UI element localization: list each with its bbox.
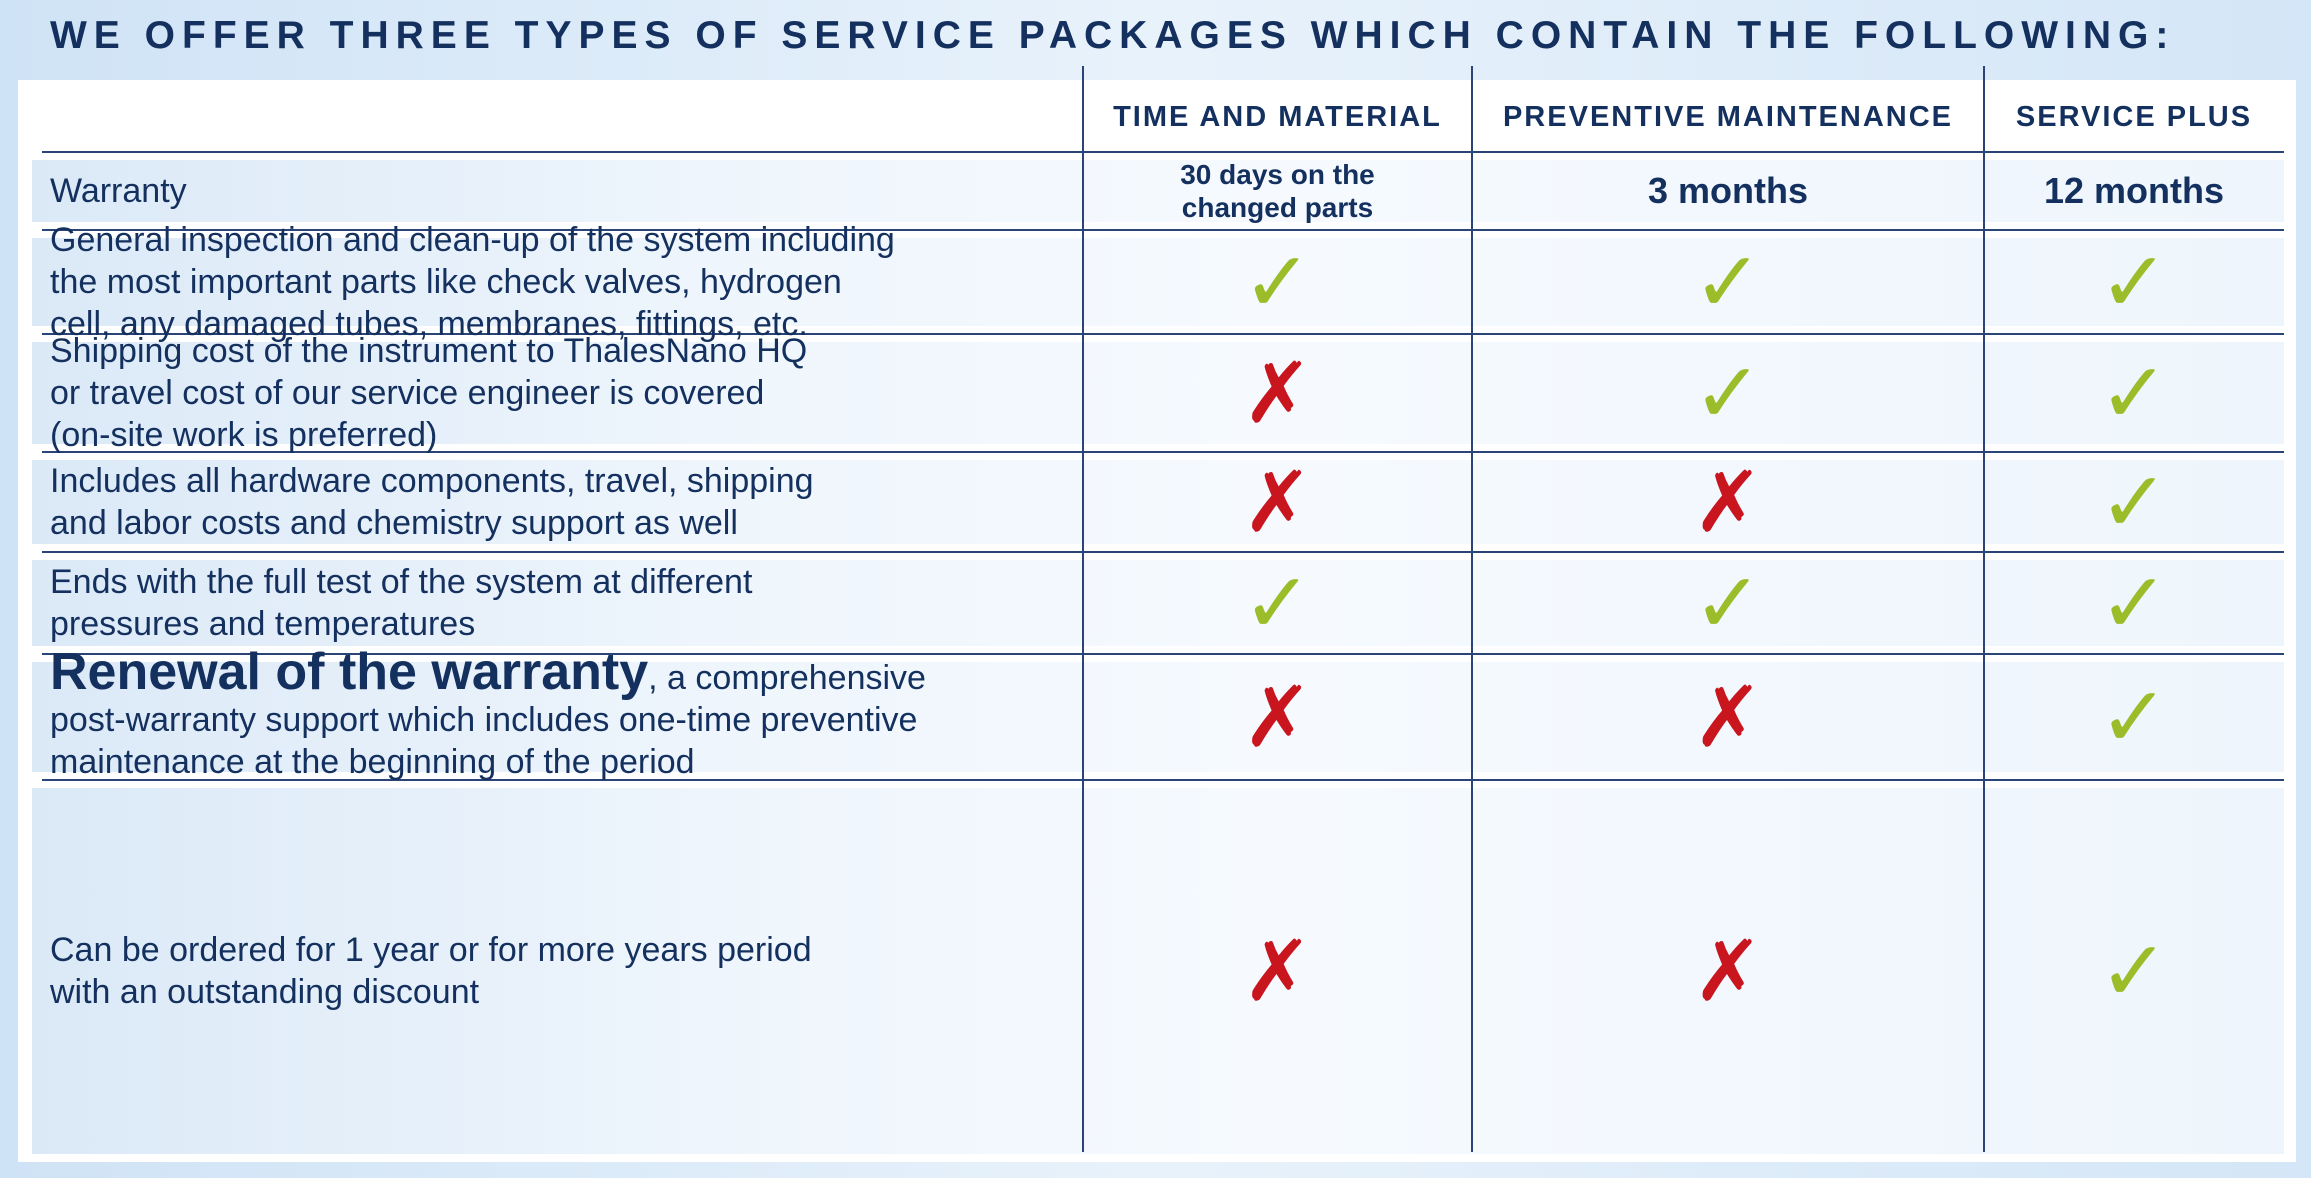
warranty-value-cell: 3 months [1472, 152, 1984, 230]
cross-icon: ✗ [1242, 344, 1313, 442]
feature-line: General inspection and clean-up of the s… [50, 221, 895, 259]
column-header: TIME AND MATERIAL [1113, 100, 1442, 133]
cross-icon: ✗ [1242, 453, 1313, 551]
feature-line: the most important parts like check valv… [50, 263, 842, 301]
row-background [32, 460, 2284, 544]
column-divider [1471, 66, 1473, 1152]
cross-icon: ✗ [1692, 453, 1764, 551]
row-background [32, 160, 2284, 222]
feature-lead-rest: , a comprehensive [648, 659, 926, 697]
feature-text: Includes all hardware components, travel… [50, 460, 814, 544]
feature-cell: ✗ [1083, 654, 1472, 780]
row-background [32, 560, 2284, 646]
comparison-table: TIME AND MATERIAL PREVENTIVE MAINTENANCE S… [18, 66, 2296, 1162]
check-icon: ✓ [2098, 922, 2170, 1020]
cross-icon: ✗ [1692, 668, 1764, 766]
feature-cell: ✓ [1083, 230, 1472, 334]
feature-cell: ✓ [1472, 334, 1984, 452]
column-divider [1082, 66, 1084, 1152]
row-divider [42, 551, 2284, 553]
table-body: TIME AND MATERIAL PREVENTIVE MAINTENANCE S… [18, 66, 2296, 1162]
check-icon: ✓ [2098, 554, 2170, 652]
feature-cell: ✓ [1984, 334, 2284, 452]
column-header: PREVENTIVE MAINTENANCE [1502, 100, 1954, 133]
check-icon: ✓ [2098, 233, 2170, 331]
row-divider [42, 451, 2284, 453]
feature-line: with an outstanding discount [50, 973, 480, 1011]
feature-line: Ends with the full test of the system at… [50, 563, 753, 601]
warranty-value: 30 days on the changed parts [1180, 159, 1375, 223]
warranty-value: 3 months [1647, 170, 1808, 211]
feature-description: Ends with the full test of the system at… [50, 552, 1090, 654]
feature-line: Can be ordered for 1 year or for more ye… [50, 931, 812, 969]
feature-line: (on-site work is preferred) [50, 416, 438, 454]
cross-icon: ✗ [1242, 668, 1313, 766]
feature-line: pressures and temperatures [50, 605, 476, 643]
row-divider [42, 653, 2284, 655]
feature-line: Shipping cost of the instrument to Thale… [50, 332, 808, 370]
row-divider [42, 779, 2284, 781]
feature-lead-bold: Renewal of the warranty [50, 643, 649, 701]
check-icon: ✓ [1692, 344, 1764, 442]
column-divider [1983, 66, 1985, 1152]
row-background [32, 238, 2284, 326]
feature-cell: ✗ [1083, 452, 1472, 552]
feature-line: and labor costs and chemistry support as… [50, 504, 738, 542]
column-header: SERVICE PLUS [2015, 100, 2253, 133]
cross-icon: ✗ [1692, 922, 1764, 1020]
feature-line: maintenance at the beginning of the peri… [50, 743, 695, 781]
row-divider [42, 229, 2284, 231]
feature-text: Renewal of the warranty, a comprehensive… [50, 646, 926, 783]
feature-line: Includes all hardware components, travel… [50, 462, 814, 500]
check-icon: ✓ [1242, 554, 1313, 652]
row-background [32, 342, 2284, 444]
feature-cell: ✓ [1472, 552, 1984, 654]
feature-cell: ✗ [1083, 334, 1472, 452]
feature-cell: ✗ [1472, 452, 1984, 552]
feature-cell: ✓ [1984, 780, 2284, 1162]
check-icon: ✓ [2098, 344, 2170, 442]
feature-text: General inspection and clean-up of the s… [50, 219, 895, 345]
row-background [32, 788, 2284, 1154]
feature-cell: ✓ [1984, 654, 2284, 780]
feature-description: General inspection and clean-up of the s… [50, 221, 1090, 343]
warranty-value-cell: 30 days on the changed parts [1083, 152, 1472, 230]
feature-cell: ✗ [1472, 780, 1984, 1162]
feature-cell: ✗ [1083, 780, 1472, 1162]
warranty-value-cell: 12 months [1984, 152, 2284, 230]
feature-cell: ✓ [1984, 552, 2284, 654]
check-icon: ✓ [1692, 233, 1764, 331]
check-icon: ✓ [1692, 554, 1764, 652]
feature-description: Includes all hardware components, travel… [50, 452, 1090, 552]
feature-cell: ✓ [1472, 230, 1984, 334]
feature-description: Can be ordered for 1 year or for more ye… [50, 780, 1090, 1162]
feature-line: post-warranty support which includes one… [50, 701, 918, 739]
feature-line: Renewal of the warranty, a comprehensive [50, 646, 926, 699]
cross-icon: ✗ [1242, 922, 1313, 1020]
feature-text: Can be ordered for 1 year or for more ye… [50, 929, 812, 1013]
row-divider [42, 333, 2284, 335]
check-icon: ✓ [1242, 233, 1313, 331]
feature-text: Shipping cost of the instrument to Thale… [50, 330, 807, 456]
row-divider [42, 151, 2284, 153]
feature-description: Shipping cost of the instrument to Thale… [50, 332, 1090, 454]
check-icon: ✓ [2098, 668, 2170, 766]
warranty-value: 12 months [2043, 170, 2225, 211]
feature-line: cell, any damaged tubes, membranes, fitt… [50, 305, 808, 343]
feature-description: Renewal of the warranty, a comprehensive… [50, 646, 1090, 783]
row-background [32, 662, 2284, 772]
feature-cell: ✓ [1984, 452, 2284, 552]
page-title: WE OFFER THREE TYPES OF SERVICE PACKAGES… [50, 14, 2176, 57]
feature-cell: ✗ [1472, 654, 1984, 780]
feature-text: Ends with the full test of the system at… [50, 561, 752, 645]
feature-cell: ✓ [1984, 230, 2284, 334]
warranty-label: Warranty [50, 172, 187, 210]
feature-line: or travel cost of our service engineer i… [50, 374, 765, 412]
feature-cell: ✓ [1083, 552, 1472, 654]
check-icon: ✓ [2098, 453, 2170, 551]
